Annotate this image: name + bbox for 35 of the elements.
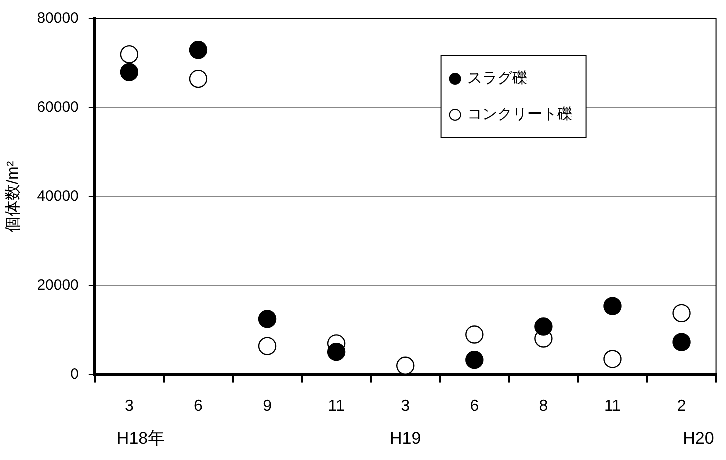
x-tick-label: 11 <box>328 398 345 415</box>
x-tick-label: 3 <box>124 398 134 415</box>
legend-label: スラグ礫 <box>467 70 528 88</box>
point <box>604 350 622 368</box>
point <box>672 304 691 323</box>
point <box>258 310 277 328</box>
point <box>604 297 622 316</box>
y-tick-label: 80000 <box>37 10 79 28</box>
point <box>534 318 553 336</box>
point <box>258 337 277 356</box>
point <box>120 45 139 64</box>
point <box>327 343 346 362</box>
text: H19 <box>390 428 422 448</box>
y-tick-label: 60000 <box>37 99 79 116</box>
y-axis-title: 個体数/m² <box>5 160 22 232</box>
point <box>672 333 691 352</box>
x-tick-label: 2 <box>677 398 686 415</box>
x-tick-label: 6 <box>470 398 480 415</box>
text: H18年 <box>116 428 166 448</box>
legend-label: コンクリート礫 <box>467 106 572 124</box>
x-tick-label: 8 <box>539 398 548 415</box>
point <box>189 70 208 88</box>
x-tick-label: 9 <box>263 398 272 415</box>
point <box>466 326 484 344</box>
x-tick-label: 3 <box>401 398 410 415</box>
point <box>466 351 484 370</box>
x-tick-label: 11 <box>604 398 622 415</box>
x-tick-label: 6 <box>194 398 204 415</box>
point <box>120 63 139 82</box>
y-tick-label: 0 <box>70 366 79 383</box>
y-tick-label: 40000 <box>37 188 79 206</box>
y-tick-label: 20000 <box>37 276 79 294</box>
text: H20 <box>683 428 714 448</box>
point <box>396 356 415 375</box>
point <box>189 41 208 60</box>
